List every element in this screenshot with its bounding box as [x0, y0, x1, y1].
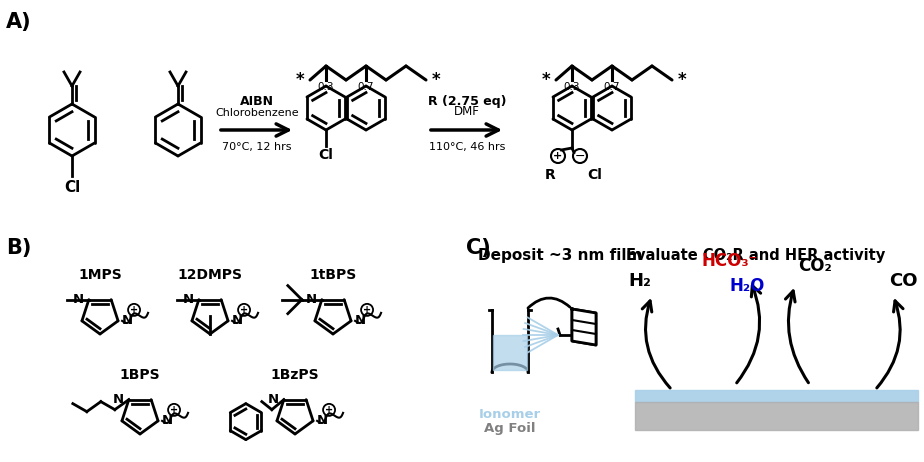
Text: Evaluate CO₂R and HER activity: Evaluate CO₂R and HER activity	[626, 248, 885, 263]
Text: 0.7: 0.7	[603, 82, 620, 92]
Text: 0.3: 0.3	[564, 82, 580, 92]
Bar	[635, 402, 918, 430]
Text: 70°C, 12 hrs: 70°C, 12 hrs	[223, 142, 292, 152]
Text: Cl: Cl	[64, 180, 80, 195]
Text: 1BPS: 1BPS	[120, 368, 160, 382]
Text: R: R	[544, 168, 555, 182]
Text: C): C)	[466, 238, 491, 258]
Bar	[635, 390, 918, 402]
Text: AIBN: AIBN	[240, 95, 274, 108]
Text: *: *	[678, 71, 687, 89]
Text: 1BzPS: 1BzPS	[271, 368, 320, 382]
Text: Ionomer: Ionomer	[479, 408, 541, 421]
Text: 12DMPS: 12DMPS	[177, 268, 242, 282]
Text: DMF: DMF	[454, 105, 480, 118]
Text: N: N	[73, 293, 84, 306]
Text: +: +	[130, 305, 138, 315]
Text: *: *	[432, 71, 441, 89]
Text: +: +	[553, 151, 563, 161]
Text: Chlorobenzene: Chlorobenzene	[215, 108, 298, 118]
Text: Cl: Cl	[587, 168, 602, 182]
Text: H₂O: H₂O	[729, 277, 765, 295]
Text: CO: CO	[889, 272, 918, 290]
Text: H₂: H₂	[628, 272, 651, 290]
Bar	[493, 335, 527, 370]
Text: 1tBPS: 1tBPS	[310, 268, 357, 282]
Text: B): B)	[6, 238, 31, 258]
Text: A): A)	[6, 12, 31, 32]
Text: N: N	[317, 414, 328, 427]
Text: +: +	[170, 405, 178, 415]
Polygon shape	[572, 309, 596, 345]
Text: N: N	[183, 293, 194, 306]
Text: N: N	[113, 393, 124, 406]
Text: +: +	[363, 305, 371, 315]
Text: N: N	[268, 393, 279, 406]
Text: 0.7: 0.7	[358, 82, 374, 92]
Text: *: *	[296, 71, 304, 89]
Text: Cl: Cl	[319, 148, 334, 162]
Text: Ag Foil: Ag Foil	[484, 422, 536, 435]
Text: N: N	[306, 293, 317, 306]
Text: HCO₃⁻: HCO₃⁻	[702, 252, 759, 270]
Text: *: *	[541, 71, 550, 89]
Text: N: N	[355, 314, 366, 328]
Text: +: +	[240, 305, 249, 315]
Text: N: N	[232, 314, 243, 328]
Text: R (2.75 eq): R (2.75 eq)	[428, 95, 506, 108]
Text: N: N	[162, 414, 173, 427]
Text: +: +	[325, 405, 334, 415]
Text: CO₂: CO₂	[798, 257, 832, 275]
Text: N: N	[122, 314, 133, 328]
Text: 0.3: 0.3	[318, 82, 334, 92]
Text: 1MPS: 1MPS	[79, 268, 122, 282]
Text: −: −	[575, 150, 585, 163]
Text: Deposit ~3 nm film: Deposit ~3 nm film	[478, 248, 642, 263]
Text: 110°C, 46 hrs: 110°C, 46 hrs	[429, 142, 505, 152]
